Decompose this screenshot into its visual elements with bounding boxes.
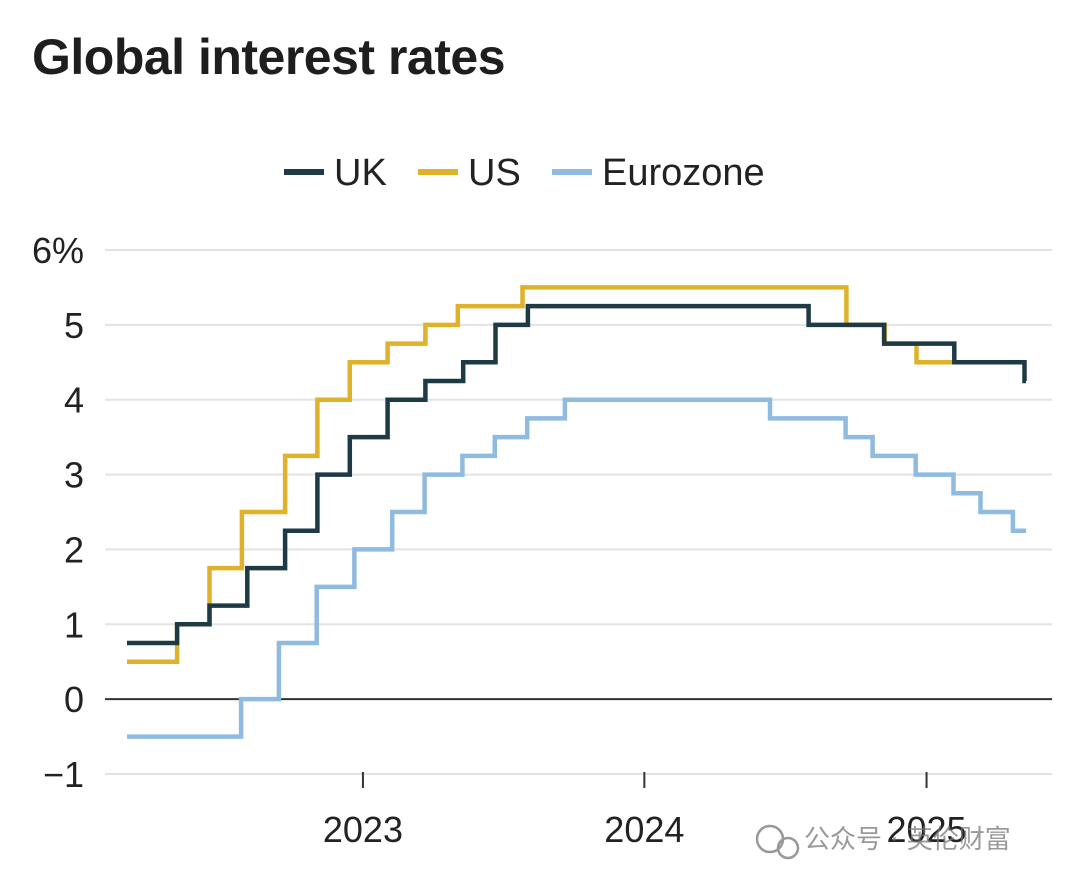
legend-label: Eurozone <box>602 152 765 194</box>
x-tick-label: 2023 <box>323 809 403 850</box>
y-tick-label: 0 <box>64 679 84 720</box>
series-line-eurozone <box>127 397 1026 739</box>
legend-item-us: US <box>418 152 521 194</box>
x-tick-label: 2024 <box>604 809 684 850</box>
chart-title: Global interest rates <box>32 29 506 85</box>
axis-layer: 6% 5 4 3 2 1 0 −1 2023 2024 2025 <box>32 230 967 850</box>
y-tick-label: 2 <box>64 529 84 570</box>
y-tick-label: 6% <box>32 230 84 271</box>
series-line-uk <box>127 303 1027 646</box>
x-tick-label: 2025 <box>886 809 966 850</box>
y-tick-label: 5 <box>64 305 84 346</box>
wechat-icon <box>755 824 800 860</box>
legend-item-eurozone: Eurozone <box>552 152 765 194</box>
y-tick-label: −1 <box>43 754 84 795</box>
series-layer <box>127 285 1027 739</box>
legend: UK US Eurozone <box>284 152 765 194</box>
y-tick-label: 1 <box>64 604 84 645</box>
y-tick-label: 4 <box>64 380 84 421</box>
legend-item-uk: UK <box>284 152 387 194</box>
legend-label: UK <box>334 152 387 194</box>
watermark-text: 公众号 · 英伦财富 <box>804 825 1011 855</box>
y-tick-label: 3 <box>64 455 84 496</box>
watermark: 公众号 · 英伦财富 <box>755 824 1011 860</box>
legend-label: US <box>468 152 521 194</box>
